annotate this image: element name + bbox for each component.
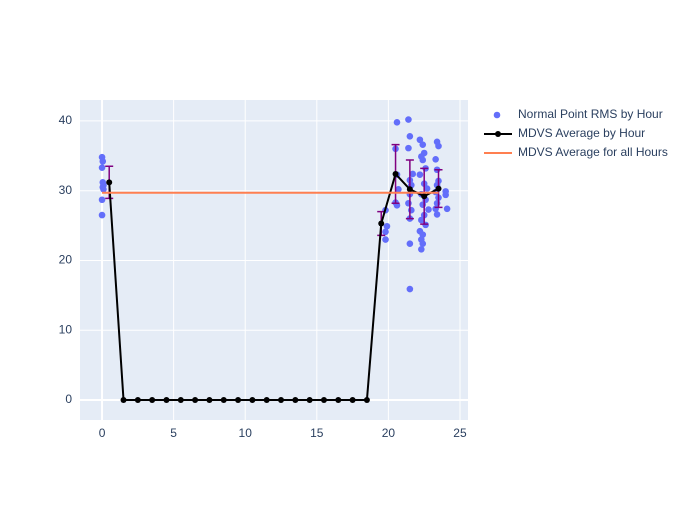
y-tick-label: 20 [59,253,73,267]
line-marker [106,179,113,186]
line-marker [263,396,270,403]
line-marker [435,185,442,192]
legend-symbol [493,111,501,119]
scatter-point [423,185,431,192]
line-marker [220,396,227,403]
line-marker [335,396,342,403]
line-marker [363,396,370,403]
line-marker [349,396,356,403]
line-marker [320,396,327,403]
scatter-point [98,211,106,219]
line-marker [149,396,156,403]
x-tick-label: 20 [382,426,396,440]
scatter-point [98,196,106,204]
scatter-point [419,201,427,208]
x-tick-label: 25 [453,426,467,440]
line-marker [392,170,399,177]
scatter-point [419,141,427,148]
line-marker [120,396,127,403]
scatter-point [395,185,402,193]
y-tick-label: 30 [59,183,73,197]
scatter-point [406,240,414,248]
scatter-point [416,136,424,144]
scatter-point [383,222,391,230]
scatter-point [418,216,425,224]
scatter-point [406,132,414,140]
scatter-point [100,185,107,193]
line-marker [421,193,428,200]
scatter-point [419,240,427,248]
legend-label: MDVS Average by Hour [518,126,645,140]
scatter-point [435,142,442,150]
line-marker [249,396,256,403]
scatter-point [382,236,389,243]
x-tick-label: 10 [239,426,253,440]
line-marker [306,396,313,403]
scatter-point [433,211,441,218]
scatter-point [432,155,439,163]
line-marker [134,396,141,403]
scatter-point [409,170,417,178]
y-tick-label: 10 [59,322,73,336]
x-tick-label: 15 [310,426,324,440]
scatter-point [405,144,412,152]
scatter-point [405,199,412,207]
scatter-point [408,206,415,214]
line-marker [378,220,385,227]
scatter-point [405,116,412,123]
scatter-point [99,158,107,165]
scatter-point [416,171,424,178]
scatter-point [382,228,389,236]
legend-label: Normal Point RMS by Hour [518,107,663,121]
line-marker [163,396,170,403]
line-marker [278,396,285,403]
x-tick-label: 5 [170,426,177,440]
line-marker [192,396,199,403]
line-marker [235,396,242,403]
y-tick-label: 40 [59,113,73,127]
scatter-point [433,199,441,207]
line-marker [292,396,299,403]
scatter-point [443,205,451,213]
line-marker [177,396,184,403]
line-marker [406,186,413,193]
legend-symbol [495,131,501,137]
x-tick-label: 0 [99,426,106,440]
scatter-point [98,164,106,171]
line-marker [206,396,213,403]
scatter-point [419,156,427,164]
scatter-point [442,191,449,199]
scatter-point [393,119,401,126]
legend-label: MDVS Average for all Hours [518,145,668,159]
scatter-point [406,285,414,293]
y-tick-label: 0 [65,392,72,406]
scatter-point [418,245,425,253]
scatter-point [425,206,432,213]
